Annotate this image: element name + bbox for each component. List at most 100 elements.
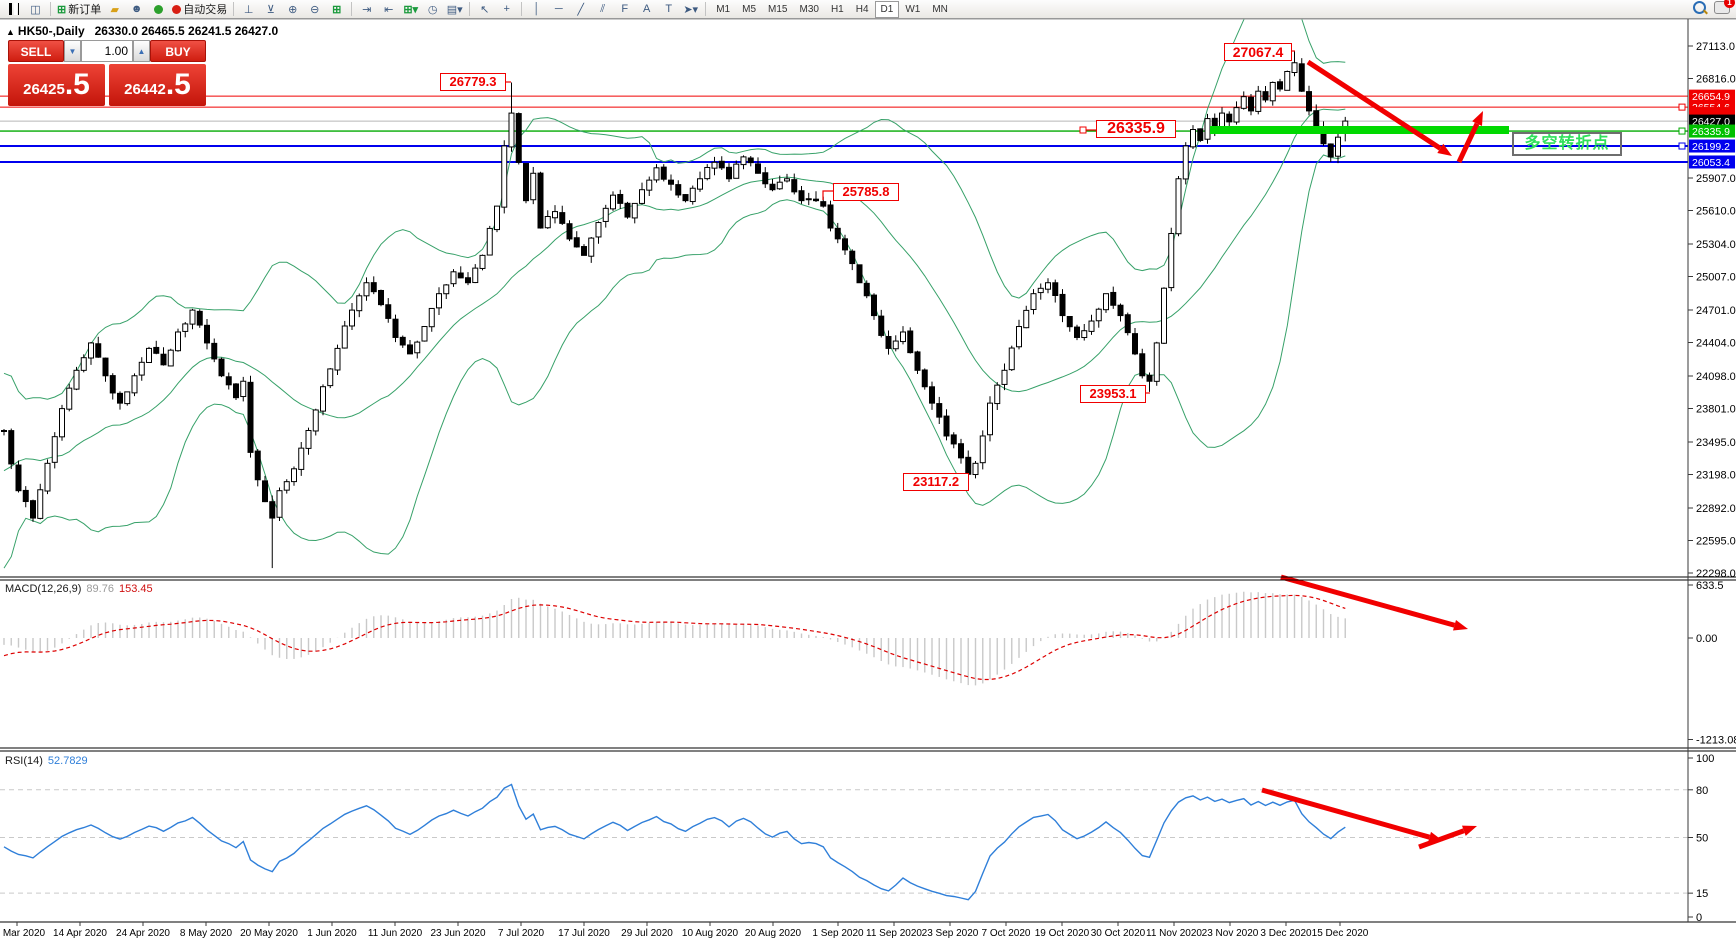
svg-text:15 Dec 2020: 15 Dec 2020 bbox=[1312, 928, 1369, 939]
chart-shift-icon[interactable]: ⇤ bbox=[384, 3, 394, 16]
toolbar-separator bbox=[351, 2, 353, 16]
svg-text:26335.9: 26335.9 bbox=[1692, 126, 1730, 138]
rsi-layer bbox=[0, 783, 1688, 901]
templates-icon[interactable]: ▤▾ bbox=[446, 3, 463, 16]
svg-text:1 Jun 2020: 1 Jun 2020 bbox=[307, 928, 357, 939]
svg-text:10 Aug 2020: 10 Aug 2020 bbox=[682, 928, 739, 939]
volume-increase-button[interactable]: ▲ bbox=[133, 40, 150, 62]
support-highlight-band[interactable] bbox=[1210, 126, 1509, 134]
price-callout[interactable]: 25785.8 bbox=[833, 183, 899, 201]
fibonacci-icon[interactable]: F bbox=[621, 3, 629, 15]
price-callout[interactable]: 23953.1 bbox=[1080, 385, 1146, 403]
toolbar-separator bbox=[50, 2, 51, 16]
timeframe-bar: M1 M5 M15 M30 H1 H4 D1 W1 MN bbox=[710, 0, 954, 18]
bars-icon[interactable]: ⊥ bbox=[243, 3, 254, 16]
svg-text:25304.0: 25304.0 bbox=[1696, 239, 1736, 251]
svg-text:26816.0: 26816.0 bbox=[1696, 74, 1736, 86]
arrows-icon[interactable]: ➤▾ bbox=[683, 3, 699, 16]
annotation-note[interactable]: 多空转折点 bbox=[1512, 132, 1622, 156]
svg-text:50: 50 bbox=[1696, 833, 1708, 845]
channel-icon[interactable]: ⫽ bbox=[600, 2, 606, 15]
buy-price-button[interactable]: 26442.5 bbox=[109, 64, 206, 106]
svg-text:29 Jul 2020: 29 Jul 2020 bbox=[621, 928, 673, 939]
svg-text:23 Nov 2020: 23 Nov 2020 bbox=[1202, 928, 1259, 939]
period-icon[interactable]: ◷ bbox=[427, 3, 438, 16]
autotrade-button[interactable]: 自动交易 bbox=[170, 1, 229, 17]
volume-input[interactable]: 1.00 bbox=[81, 40, 133, 62]
signals-icon[interactable] bbox=[148, 1, 169, 17]
timeframe-m1[interactable]: M1 bbox=[716, 3, 731, 15]
price-callout[interactable]: 26779.3 bbox=[440, 73, 506, 91]
svg-text:26199.2: 26199.2 bbox=[1692, 141, 1730, 153]
trendline-icon[interactable]: ╱ bbox=[577, 3, 585, 16]
svg-text:26053.4: 26053.4 bbox=[1692, 157, 1730, 169]
toolbar-separator bbox=[233, 2, 235, 16]
svg-text:25007.0: 25007.0 bbox=[1696, 272, 1736, 284]
autotrade-label: 自动交易 bbox=[183, 4, 228, 16]
trend-arrows-layer[interactable] bbox=[1261, 59, 1483, 850]
svg-text:23801.0: 23801.0 bbox=[1696, 403, 1736, 415]
timeframe-h4[interactable]: H4 bbox=[855, 3, 869, 15]
toolbar-separator bbox=[705, 2, 707, 16]
zoom-out-icon[interactable]: ⊖ bbox=[310, 3, 320, 16]
svg-text:17 Jul 2020: 17 Jul 2020 bbox=[558, 928, 610, 939]
svg-text:23 Sep 2020: 23 Sep 2020 bbox=[922, 928, 979, 939]
text-icon[interactable]: A bbox=[643, 3, 651, 15]
new-order-button[interactable]: ⊞ 新订单 bbox=[55, 1, 103, 17]
buy-button[interactable]: BUY bbox=[150, 40, 206, 62]
timeframe-m15[interactable]: M15 bbox=[768, 3, 788, 15]
macd-signal-value: 153.45 bbox=[118, 583, 153, 595]
rsi-name: RSI(14) bbox=[5, 755, 43, 767]
date-axis[interactable]: 31 Mar 2020 14 Apr 2020 24 Apr 2020 8 May 2… bbox=[0, 922, 1369, 939]
new-chart-icon[interactable] bbox=[3, 1, 24, 17]
toolbar: ◫ ⊞ 新订单 ▰ ☻ 自动交易 ⊥ ⊻ ⊕ ⊖ ⊞ ⇥ ⇤ ⊞▾ ◷ ▤▾ ↖… bbox=[0, 0, 1736, 19]
signal-dot bbox=[154, 4, 164, 14]
zoom-in-icon[interactable]: ⊕ bbox=[288, 3, 298, 16]
expert-icon[interactable]: ☻ bbox=[130, 3, 143, 15]
candlestick-glyph bbox=[8, 3, 19, 15]
timeframe-m30[interactable]: M30 bbox=[799, 3, 819, 15]
horizontal-lines-layer bbox=[0, 95, 1688, 163]
svg-text:19 Oct 2020: 19 Oct 2020 bbox=[1035, 928, 1090, 939]
svg-text:633.5: 633.5 bbox=[1696, 580, 1724, 592]
svg-text:23198.0: 23198.0 bbox=[1696, 469, 1736, 481]
vline-icon[interactable]: │ bbox=[533, 3, 541, 15]
autoscroll-icon[interactable]: ⇥ bbox=[362, 3, 372, 16]
price-axis[interactable]: 27113.0 26816.0 25907.0 25610.0 25304.0 25007… bbox=[1688, 41, 1736, 924]
price-callout[interactable]: 26335.9 bbox=[1096, 120, 1176, 138]
svg-text:30 Oct 2020: 30 Oct 2020 bbox=[1091, 928, 1146, 939]
cursor-icon[interactable]: ↖ bbox=[480, 3, 490, 16]
search-icon[interactable] bbox=[1693, 1, 1706, 14]
svg-text:11 Sep 2020: 11 Sep 2020 bbox=[866, 928, 922, 939]
sell-price-frac: .5 bbox=[64, 68, 90, 101]
timeframe-w1[interactable]: W1 bbox=[905, 3, 921, 15]
svg-text:25907.0: 25907.0 bbox=[1696, 173, 1736, 185]
hline-icon[interactable]: ─ bbox=[554, 3, 563, 15]
timeframe-d1[interactable]: D1 bbox=[874, 0, 900, 18]
volume-decrease-button[interactable]: ▼ bbox=[64, 40, 81, 62]
macd-name: MACD(12,26,9) bbox=[5, 583, 82, 595]
indicators-icon[interactable]: ⊞▾ bbox=[403, 3, 419, 16]
price-callout[interactable]: 27067.4 bbox=[1224, 43, 1292, 61]
svg-text:0.00: 0.00 bbox=[1696, 633, 1717, 645]
notification-icon[interactable]: 1 bbox=[1714, 0, 1735, 14]
price-callout[interactable]: 23117.2 bbox=[903, 473, 969, 491]
collapse-triangle-icon[interactable]: ▲ bbox=[6, 27, 15, 37]
macd-layer bbox=[3, 591, 1346, 686]
tile-windows-icon[interactable]: ⊞ bbox=[332, 3, 342, 16]
label-icon[interactable]: T bbox=[665, 3, 673, 15]
crosshair-icon[interactable]: + bbox=[503, 3, 510, 15]
profiles-icon[interactable]: ◫ bbox=[30, 3, 41, 16]
symbol-period-label: HK50-,Daily bbox=[17, 24, 85, 38]
timeframe-h1[interactable]: H1 bbox=[830, 3, 844, 15]
sell-price-button[interactable]: 26425.5 bbox=[8, 64, 105, 106]
svg-text:22298.0: 22298.0 bbox=[1696, 568, 1736, 580]
one-click-trading-panel: SELL ▼ 1.00 ▲ BUY 26425.5 26442.5 bbox=[8, 40, 206, 106]
candles-icon[interactable]: ⊻ bbox=[266, 3, 275, 16]
sell-button[interactable]: SELL bbox=[8, 40, 64, 62]
timeframe-mn[interactable]: MN bbox=[932, 3, 948, 15]
eraser-icon[interactable]: ▰ bbox=[110, 3, 119, 16]
timeframe-m5[interactable]: M5 bbox=[742, 3, 757, 15]
